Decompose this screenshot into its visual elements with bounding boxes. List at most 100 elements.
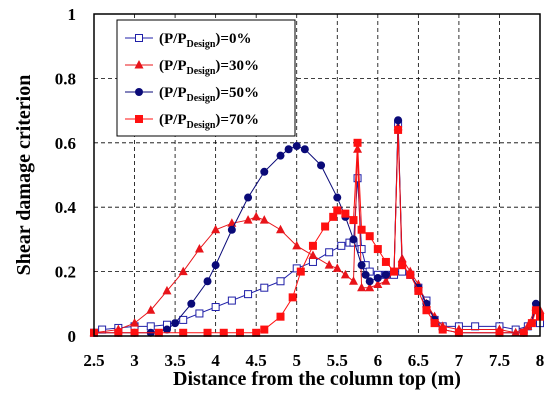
data-point [211,224,221,234]
data-point [260,167,269,176]
data-point [244,290,253,299]
x-tick-label: 2.5 [83,351,104,370]
data-point [357,225,366,234]
data-point [211,261,220,270]
x-tick-label: 6.5 [408,351,429,370]
data-point [292,142,301,151]
data-point [130,328,139,337]
y-tick-label: 0 [68,327,77,346]
data-point [365,277,374,286]
x-axis-label: Distance from the column top (m) [173,368,461,390]
data-point [471,322,480,331]
legend-entry: (P/PDesign)=30% [125,58,259,77]
legend-label: (P/PDesign)=70% [159,112,259,131]
data-point [179,315,188,324]
data-point [324,260,334,269]
data-point [203,277,212,286]
data-point [340,269,350,279]
data-point [227,296,236,305]
data-point [495,328,504,337]
x-tick-label: 8 [536,351,545,370]
data-point [511,327,521,337]
data-point [329,212,338,221]
legend-label: (P/PDesign)=0% [159,31,251,50]
data-point [523,321,533,330]
x-tick-label: 7 [455,351,464,370]
data-point [178,266,188,276]
data-point [373,245,382,254]
data-point [357,261,366,270]
legend: (P/PDesign)=0% (P/PDesign)=30% (P/PDesign)… [116,19,296,137]
data-point [252,328,261,337]
x-tick-label: 6 [374,351,383,370]
data-point [365,282,375,292]
data-point [333,206,342,215]
legend-label: (P/PDesign)=50% [159,85,259,104]
legend-entry: (P/PDesign)=50% [125,85,259,104]
axis-ticks: 2.5 3 3.5 4 4.5 5 5.5 6 6.5 7 7.5 8 0 0.2 0.4 0.6 0.8 1 [55,5,545,370]
data-point [325,248,334,257]
legend-label: (P/PDesign)=30% [159,58,259,77]
data-point [203,328,212,337]
data-point [317,161,326,170]
legend-entry: (P/PDesign)=0% [125,31,251,50]
data-point [531,306,540,315]
series-1 [89,121,545,337]
data-point [259,215,269,224]
data-point [341,209,350,218]
series-0 [90,119,544,337]
data-point [414,286,423,295]
data-point [333,193,342,202]
data-point [243,215,253,224]
data-point [114,328,123,337]
data-point [195,309,204,318]
data-point [162,325,171,334]
data-point [251,211,261,221]
data-point [276,151,285,160]
data-point [292,240,302,250]
data-point [430,319,439,328]
data-point [308,241,317,250]
legend-marker [134,60,144,69]
data-point [235,328,244,337]
data-point [260,283,269,292]
data-point [300,145,309,154]
x-tick-label: 3.5 [164,351,185,370]
legend-entry: (P/PDesign)=70% [125,112,259,131]
data-point [398,261,407,270]
x-tick-label: 5.5 [327,351,348,370]
data-point [227,225,236,234]
legend-box [116,19,296,137]
data-point [308,250,318,259]
legend-marker [135,88,143,96]
x-tick-label: 5 [292,351,301,370]
y-tick-label: 0.2 [55,263,76,282]
legend-marker [135,115,143,123]
y-tick-label: 0.8 [55,69,76,88]
series-3 [90,125,544,337]
data-point [373,274,382,283]
data-point [276,277,285,286]
data-point [353,174,362,183]
data-point [348,276,358,285]
data-point [130,318,140,327]
data-point [353,138,362,147]
data-point [332,263,342,272]
data-point [179,328,188,337]
data-point [194,244,204,253]
data-point [357,245,366,254]
y-axis-label: Shear damage criterion [13,75,35,276]
data-point [337,241,346,250]
data-point [284,145,293,154]
series-line [93,126,541,334]
data-point [454,328,463,337]
data-point [527,319,536,328]
data-point [162,285,172,295]
series-line [94,120,541,334]
series-2 [90,116,544,337]
data-point [219,328,228,337]
data-point [244,193,253,202]
data-point [531,299,540,308]
data-point [349,235,358,244]
